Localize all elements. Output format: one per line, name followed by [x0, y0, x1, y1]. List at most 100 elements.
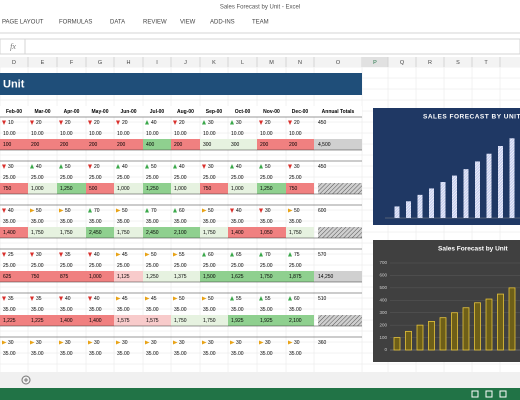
trend-icon	[2, 120, 6, 125]
revenue-cell: 875	[60, 274, 69, 280]
trend-icon	[202, 120, 206, 125]
bar	[485, 298, 493, 351]
revenue-cell-fill	[114, 139, 143, 150]
trend-icon	[259, 208, 263, 213]
units-cell: 30	[208, 120, 214, 126]
ribbon-tab[interactable]: TEAM	[252, 20, 269, 26]
revenue-cell: 625	[3, 274, 12, 280]
trend-icon	[173, 340, 178, 345]
trend-icon	[288, 164, 292, 169]
revenue-cell-fill	[171, 315, 200, 326]
bar	[475, 161, 480, 218]
trend-icon	[59, 164, 63, 169]
price-cell: 25.00	[203, 175, 216, 181]
normal-view-button[interactable]	[471, 390, 479, 398]
add-sheet-icon	[24, 378, 28, 382]
units-cell: 50	[151, 252, 157, 258]
revenue-cell: 200	[289, 142, 298, 148]
add-sheet-button[interactable]	[21, 375, 31, 385]
units-cell: 35	[8, 296, 14, 302]
units-cell: 30	[294, 340, 300, 346]
selected-column-header	[362, 57, 388, 67]
y-tick-label: 400	[379, 297, 387, 302]
ribbon-tab[interactable]: DATA	[110, 20, 125, 26]
total-units-cell: 450	[318, 164, 327, 170]
trend-icon	[88, 340, 93, 345]
column-header: I	[156, 60, 158, 66]
price-cell: 35.00	[89, 219, 102, 225]
bar	[394, 206, 400, 218]
price-cell: 25.00	[3, 175, 16, 181]
bar	[462, 307, 470, 351]
revenue-cell: 1,400	[60, 318, 73, 324]
revenue-cell: 1,250	[60, 186, 73, 192]
revenue-cell: 1,225	[31, 318, 44, 324]
revenue-cell: 1,375	[174, 274, 187, 280]
bar	[417, 194, 423, 218]
revenue-cell: 750	[203, 186, 212, 192]
units-cell: 40	[8, 208, 14, 214]
price-cell: 35.00	[3, 351, 16, 357]
page-break-button[interactable]	[499, 390, 507, 398]
ribbon-tab[interactable]: PAGE LAYOUT	[2, 20, 44, 26]
month-header: Dec-00	[292, 109, 309, 115]
ribbon-tab[interactable]: FORMULAS	[59, 20, 92, 26]
price-cell: 10.00	[289, 131, 302, 137]
bar	[416, 324, 424, 351]
revenue-cell: 1,125	[117, 274, 130, 280]
units-cell: 50	[65, 164, 71, 170]
revenue-cell-fill	[57, 139, 86, 150]
units-cell: 30	[122, 340, 128, 346]
trend-icon	[116, 252, 121, 257]
revenue-cell-fill	[200, 227, 228, 238]
price-cell: 35.00	[146, 307, 159, 313]
status-bar	[0, 388, 520, 400]
trend-icon	[30, 340, 35, 345]
revenue-cell: 1,250	[146, 274, 159, 280]
units-cell: 30	[65, 340, 71, 346]
revenue-cell: 750	[3, 186, 12, 192]
units-cell: 45	[151, 296, 157, 302]
ribbon-tab[interactable]: ADD-INS	[210, 20, 235, 26]
revenue-cell: 1,000	[231, 186, 244, 192]
price-cell: 35.00	[146, 351, 159, 357]
units-cell: 40	[94, 252, 100, 258]
units-cell: 45	[122, 296, 128, 302]
revenue-cell-fill	[114, 183, 143, 194]
revenue-cell-fill	[114, 227, 143, 238]
trend-icon	[30, 252, 34, 257]
revenue-cell: 1,750	[203, 230, 216, 236]
revenue-cell: 400	[146, 142, 155, 148]
revenue-cell: 1,000	[174, 186, 187, 192]
units-cell: 30	[36, 252, 42, 258]
revenue-cell: 2,450	[89, 230, 102, 236]
revenue-cell-fill	[286, 271, 314, 282]
page-layout-button[interactable]	[485, 390, 493, 398]
price-cell: 35.00	[31, 219, 44, 225]
revenue-cell-fill	[86, 183, 114, 194]
units-cell: 30	[236, 340, 242, 346]
revenue-cell: 1,750	[289, 230, 302, 236]
trend-icon	[259, 164, 263, 169]
trend-icon	[202, 252, 206, 257]
revenue-cell: 1,750	[31, 230, 44, 236]
price-cell: 10.00	[260, 131, 273, 137]
ribbon-tab[interactable]: VIEW	[180, 20, 196, 26]
bar	[428, 321, 435, 351]
price-cell: 10.00	[3, 131, 16, 137]
ribbon-tab[interactable]: REVIEW	[143, 20, 167, 26]
revenue-cell-fill	[28, 271, 57, 282]
trend-icon	[173, 208, 177, 213]
units-cell: 30	[208, 164, 214, 170]
units-cell: 30	[151, 340, 157, 346]
price-cell: 35.00	[60, 307, 73, 313]
trend-icon	[230, 296, 234, 301]
price-cell: 25.00	[60, 175, 73, 181]
units-cell: 35	[65, 252, 71, 258]
trend-icon	[2, 252, 6, 257]
trend-icon	[116, 340, 121, 345]
units-cell: 30	[265, 208, 271, 214]
window-title: Sales Forecast by Unit - Excel	[220, 5, 300, 11]
trend-icon	[145, 120, 149, 125]
column-header: K	[212, 60, 216, 66]
